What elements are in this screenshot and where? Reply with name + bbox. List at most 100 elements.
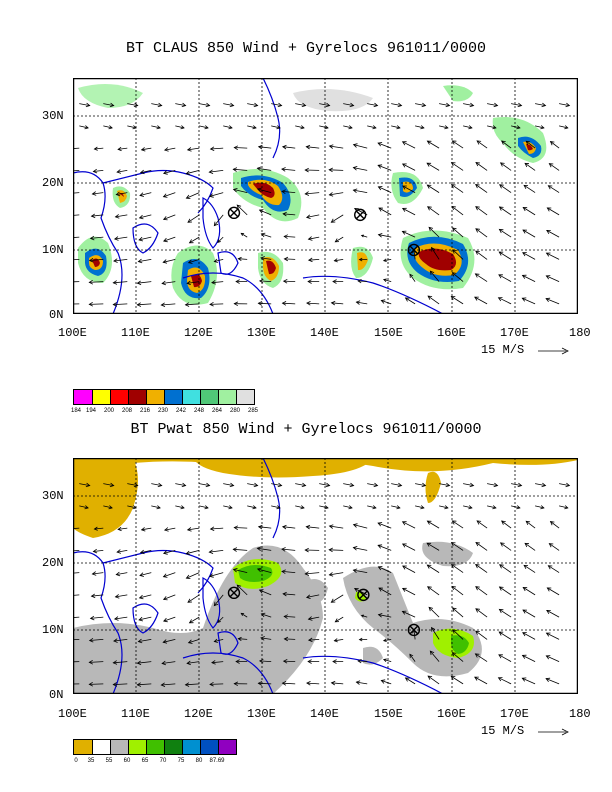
- wind-vector: [367, 505, 376, 509]
- lon-label-100e: 100E: [58, 326, 87, 340]
- wind-vector-head: [409, 273, 414, 278]
- wind-vector-head: [522, 609, 528, 614]
- wind-vector-head: [352, 523, 358, 528]
- wind-vector: [545, 298, 560, 305]
- wind-vector-head: [475, 630, 480, 635]
- wind-vector: [353, 144, 368, 149]
- wind-vector-head: [281, 681, 287, 686]
- wind-vector: [163, 550, 176, 554]
- wind-vector-head: [377, 522, 383, 527]
- wind-vector-head: [305, 524, 311, 530]
- wind-vector: [452, 607, 464, 618]
- wind-vector-head: [163, 617, 168, 623]
- wind-vector: [463, 483, 474, 486]
- wind-vector: [367, 103, 378, 106]
- wind-vector: [161, 303, 176, 306]
- wind-vector: [281, 168, 296, 171]
- wind-vector-head: [492, 125, 497, 130]
- wind-vector-head: [401, 610, 407, 615]
- wind-vector: [549, 163, 560, 171]
- wind-vector: [164, 147, 176, 151]
- wind-vector-head: [88, 257, 94, 263]
- wind-vector-head: [260, 256, 265, 261]
- colorbar-swatch: [218, 390, 236, 404]
- wind-vector: [487, 125, 496, 129]
- wind-vector-head: [307, 637, 313, 643]
- wind-vector-head: [545, 677, 551, 682]
- wind-vector: [305, 192, 320, 195]
- wind-vector: [94, 527, 104, 530]
- wind-vector-head: [282, 278, 288, 284]
- wind-vector: [210, 147, 224, 150]
- wind-vector-head: [108, 125, 113, 130]
- wind-vector-head: [228, 505, 233, 510]
- wind-vector: [199, 505, 209, 509]
- wind-vector-head: [213, 258, 219, 263]
- wind-vector-head: [157, 102, 163, 108]
- wind-vector-head: [545, 655, 551, 660]
- wind-vector-head: [161, 660, 167, 666]
- wind-vector-head: [138, 616, 144, 622]
- wind-vector-head: [476, 140, 482, 145]
- wind-vector: [73, 639, 80, 641]
- wind-vector: [163, 214, 176, 220]
- wind-vector-head: [281, 524, 287, 530]
- wind-vector-head: [541, 482, 547, 488]
- wind-vector: [113, 303, 128, 305]
- wind-vector-head: [523, 564, 529, 569]
- bottom-panel-title: BT Pwat 850 Wind + Gyrelocs 961011/0000: [130, 421, 482, 438]
- wind-vector: [353, 569, 368, 573]
- wind-vector: [452, 249, 464, 260]
- wind-vector-head: [352, 188, 358, 194]
- wind-vector-head: [217, 239, 221, 244]
- wind-vector-head: [377, 164, 383, 169]
- wind-vector: [381, 300, 392, 305]
- wind-scale-label: 15 M/S: [481, 724, 525, 738]
- wind-vector: [499, 206, 512, 216]
- wind-vector-head: [545, 252, 551, 257]
- lon-label-180: 180: [569, 707, 591, 721]
- colorbar-tick-label: 208: [121, 408, 133, 414]
- wind-vector: [240, 612, 248, 618]
- colorbar-swatch: [146, 740, 164, 754]
- colorbar-tick-label: 230: [157, 408, 169, 414]
- wind-vector: [439, 103, 450, 106]
- wind-vector: [559, 483, 570, 486]
- wind-vector-head: [307, 257, 313, 263]
- wind-vector-head: [162, 550, 168, 555]
- wind-vector: [451, 184, 464, 193]
- wind-vector: [427, 564, 440, 573]
- wind-vector-head: [429, 270, 435, 276]
- wind-vector: [329, 549, 344, 551]
- wind-vector-head: [522, 252, 527, 257]
- wind-vector: [79, 125, 89, 129]
- wind-vector-head: [522, 586, 528, 592]
- wind-vector-head: [163, 147, 169, 152]
- colorbar-swatch: [110, 740, 128, 754]
- wind-vector: [439, 125, 448, 129]
- bottom-map-panel: [73, 458, 578, 694]
- lon-label-110e: 110E: [121, 707, 150, 721]
- wind-vector-head: [358, 257, 363, 262]
- wind-vector: [117, 170, 128, 173]
- wind-vector-head: [283, 234, 288, 239]
- wind-vector: [499, 609, 512, 618]
- wind-vector: [103, 125, 113, 129]
- colorbar-tick-label: 35: [87, 758, 95, 764]
- wind-vector-head: [401, 587, 407, 592]
- wind-vector-head: [452, 629, 457, 634]
- wind-vector-head: [115, 571, 121, 577]
- wind-vector-head: [377, 186, 383, 191]
- wind-vector: [186, 550, 200, 555]
- wind-vector: [282, 526, 296, 529]
- wind-vector: [113, 281, 128, 284]
- wind-vector-head: [522, 206, 528, 212]
- wind-vector: [116, 572, 128, 575]
- wind-vector-head: [382, 278, 387, 282]
- wind-vector: [358, 660, 368, 662]
- wind-vector: [93, 550, 104, 552]
- wind-vector: [343, 103, 354, 106]
- wind-vector-head: [498, 251, 504, 256]
- wind-vector: [90, 616, 104, 619]
- wind-vector-head: [377, 233, 383, 238]
